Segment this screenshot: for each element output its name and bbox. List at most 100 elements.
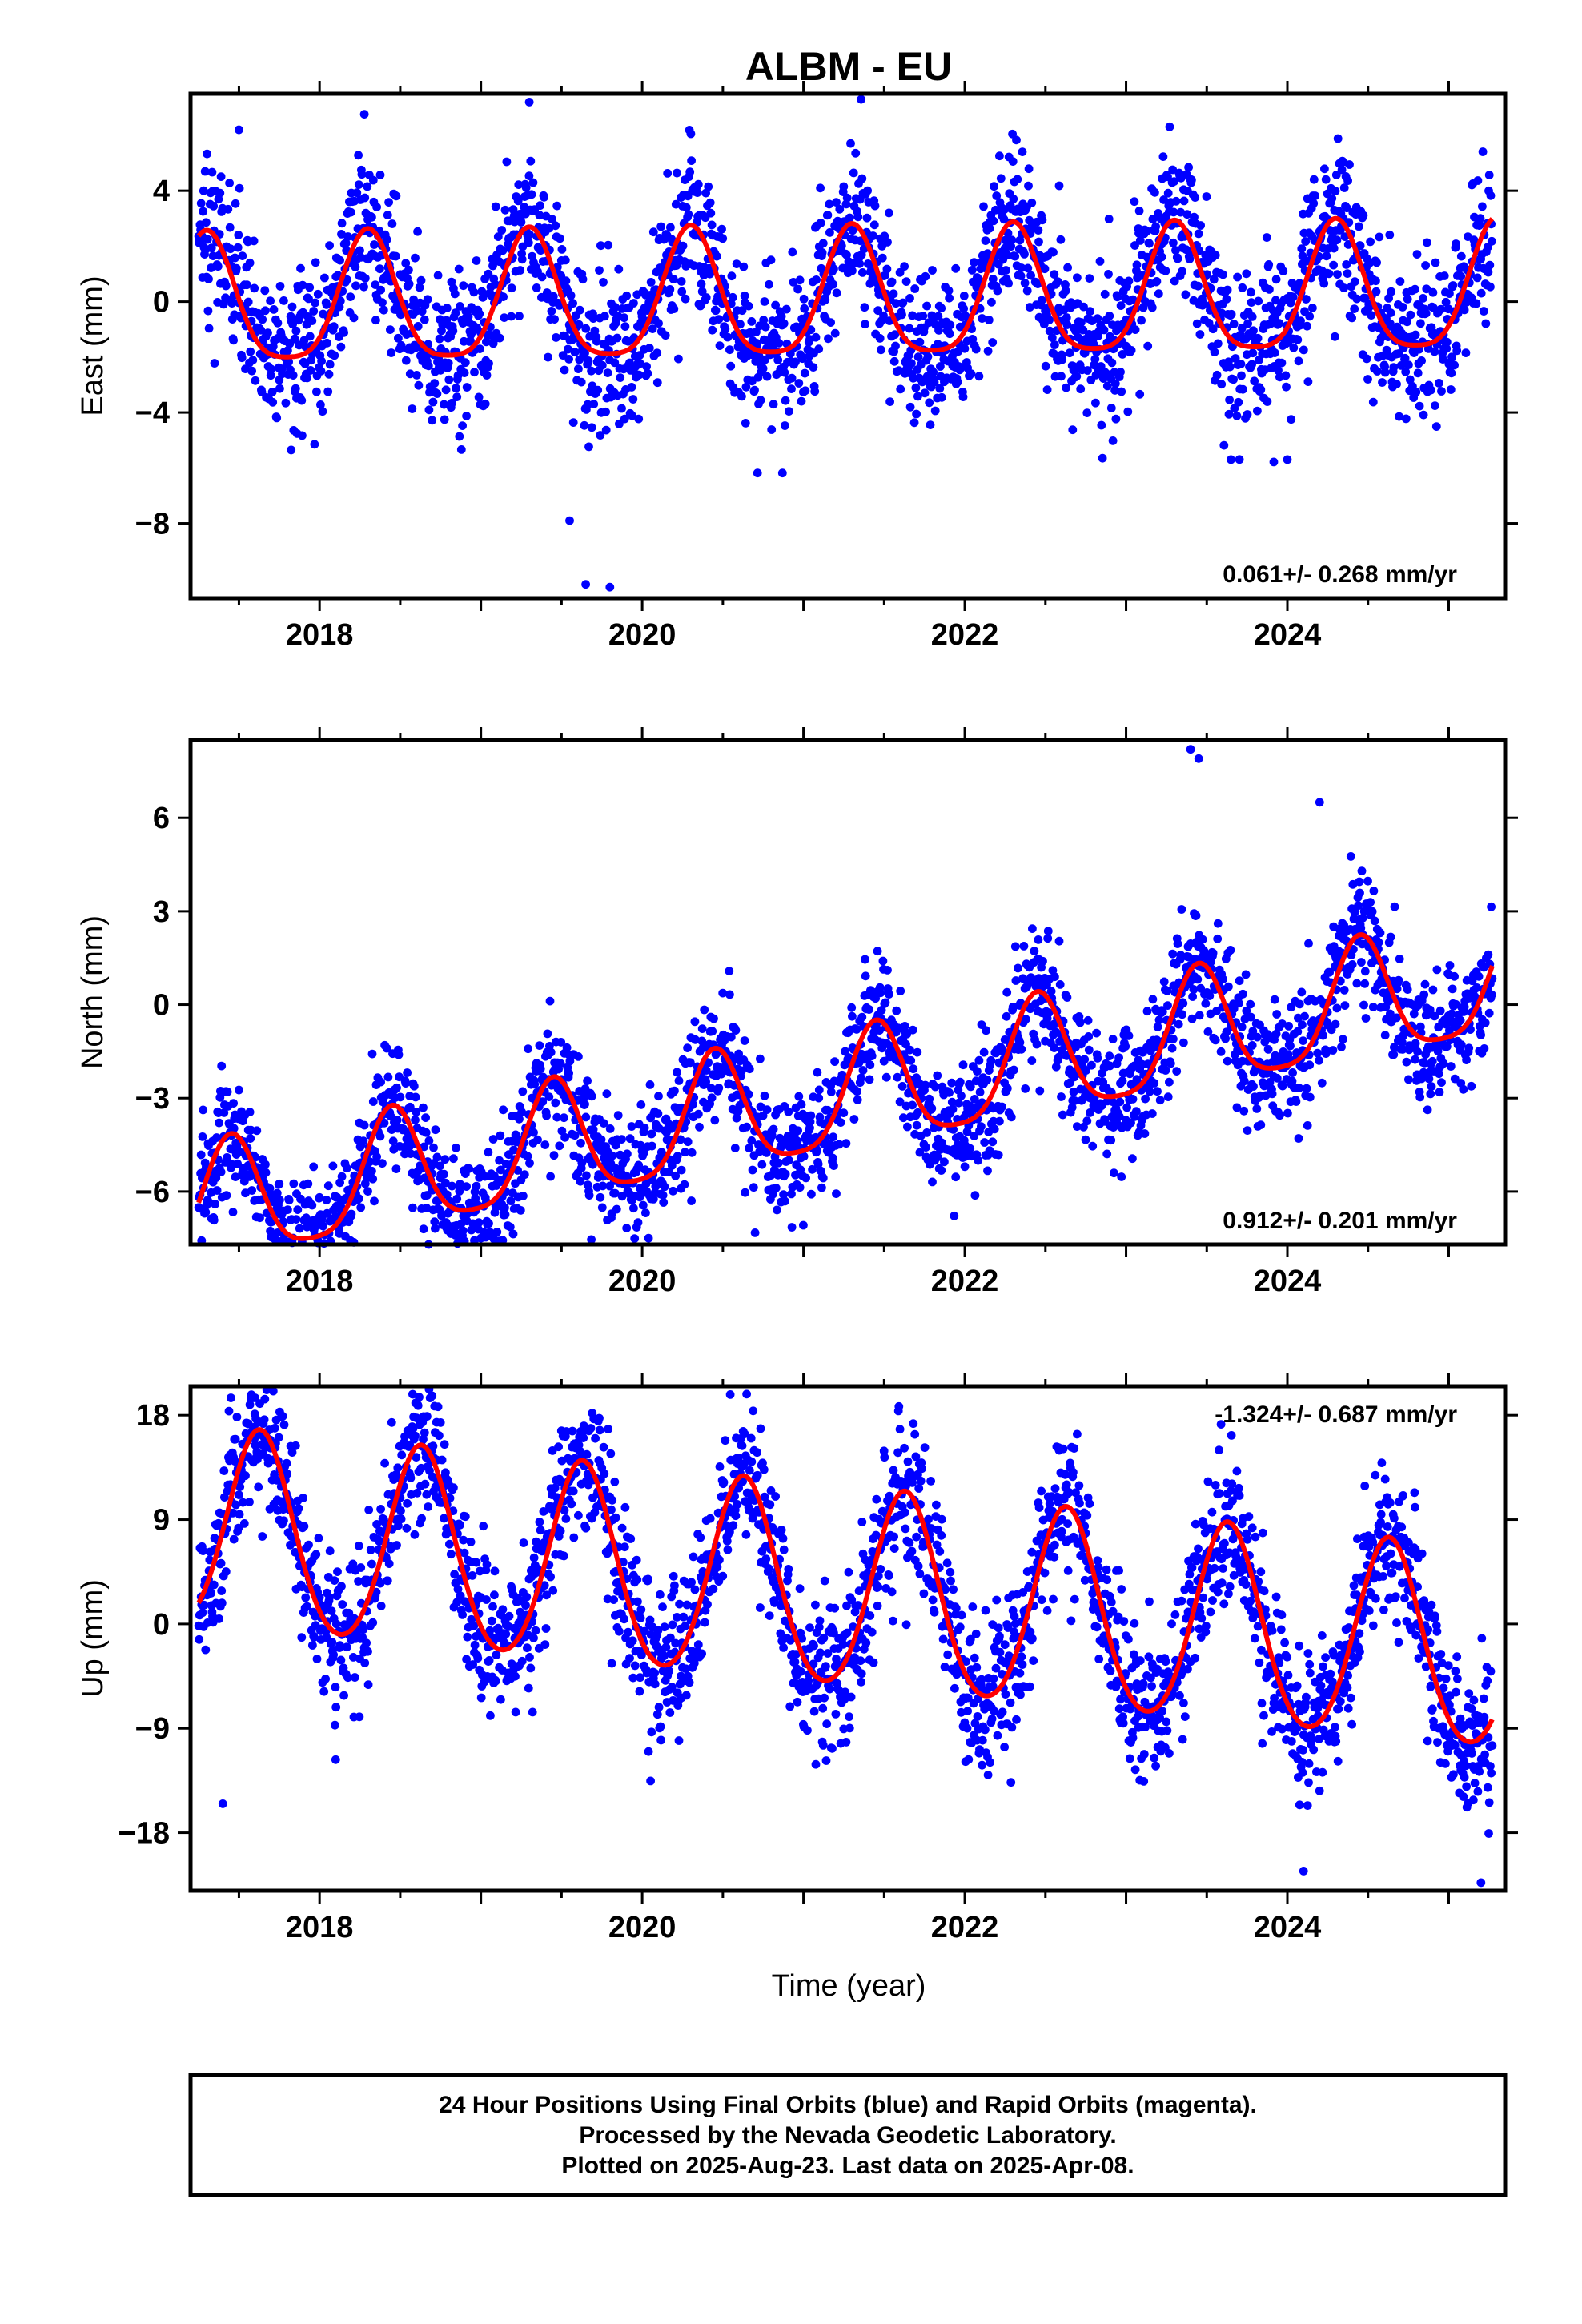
data-point — [1343, 269, 1352, 278]
data-point — [1269, 457, 1279, 467]
data-point — [832, 1189, 841, 1198]
data-point — [905, 402, 915, 412]
data-point — [726, 361, 736, 371]
data-point — [484, 1148, 493, 1157]
data-point — [748, 1165, 757, 1175]
data-point — [1211, 1035, 1220, 1045]
data-point — [1298, 1020, 1307, 1030]
data-point — [1128, 1154, 1137, 1164]
data-point — [273, 318, 283, 328]
data-point — [611, 303, 620, 312]
data-point — [472, 1181, 481, 1191]
data-point — [1419, 410, 1428, 420]
data-point — [421, 1113, 430, 1122]
data-point — [469, 287, 479, 297]
data-point — [923, 352, 933, 361]
data-point — [817, 248, 827, 257]
data-point — [293, 1205, 303, 1214]
data-point — [870, 201, 880, 211]
data-point — [1213, 339, 1223, 348]
data-point — [1343, 176, 1352, 186]
data-point — [1402, 1057, 1411, 1067]
data-point — [933, 340, 942, 348]
data-point — [818, 1173, 828, 1183]
data-point — [519, 1192, 528, 1200]
data-point — [1359, 1000, 1368, 1010]
y-tick-label: −8 — [135, 508, 170, 541]
data-point — [697, 279, 706, 289]
data-point — [508, 1229, 518, 1239]
data-point — [730, 1144, 740, 1152]
data-point — [1191, 911, 1201, 920]
data-point — [794, 379, 804, 388]
data-point — [412, 371, 421, 380]
data-point — [1263, 1045, 1273, 1054]
data-point — [587, 1092, 596, 1101]
data-point — [842, 193, 852, 203]
data-point — [1132, 260, 1142, 270]
data-point — [1173, 254, 1182, 263]
data-point — [564, 355, 573, 364]
data-point — [1132, 1107, 1141, 1116]
data-point — [1235, 976, 1244, 986]
data-point — [1427, 1082, 1436, 1091]
data-point — [549, 1151, 559, 1160]
data-point — [1431, 258, 1440, 267]
data-point — [996, 174, 1006, 183]
data-point — [592, 336, 601, 346]
data-point — [207, 243, 216, 253]
data-point — [378, 1159, 387, 1168]
data-point — [1114, 1053, 1123, 1063]
data-point — [460, 368, 469, 377]
data-point — [1253, 1032, 1262, 1042]
data-point — [634, 414, 644, 424]
data-point — [1411, 388, 1421, 396]
data-point — [310, 440, 319, 449]
data-point — [454, 264, 464, 274]
data-point — [1263, 397, 1272, 406]
data-point — [832, 198, 841, 207]
data-point — [806, 1111, 816, 1120]
data-point — [940, 1157, 949, 1167]
data-point — [384, 198, 393, 207]
data-point — [367, 1166, 376, 1176]
data-point — [873, 306, 883, 316]
data-point — [1428, 985, 1438, 995]
data-point — [1137, 316, 1146, 325]
data-point — [853, 212, 863, 222]
data-point — [513, 196, 523, 206]
data-point — [1081, 1135, 1090, 1144]
data-point — [638, 1200, 648, 1210]
data-point — [1147, 1109, 1157, 1118]
data-point — [550, 315, 559, 324]
data-point — [1371, 276, 1380, 286]
data-point — [207, 167, 217, 177]
data-point — [521, 183, 531, 192]
data-point — [375, 171, 385, 179]
data-point — [731, 1026, 741, 1035]
data-point — [1256, 1120, 1266, 1129]
data-point — [897, 1082, 907, 1091]
data-point — [372, 1152, 381, 1161]
data-point — [275, 282, 285, 291]
data-point — [791, 357, 800, 367]
data-point — [1472, 299, 1481, 308]
data-point — [227, 299, 237, 308]
data-point — [303, 373, 311, 383]
data-point — [447, 277, 456, 287]
data-point — [1247, 312, 1257, 321]
data-point — [648, 227, 658, 237]
data-point — [1254, 296, 1263, 306]
data-point — [318, 407, 327, 416]
data-point — [1004, 279, 1013, 288]
y-tick-label: 4 — [153, 175, 170, 208]
data-point — [945, 293, 954, 303]
data-point — [1105, 312, 1114, 320]
data-point — [580, 1100, 589, 1109]
data-point — [1142, 1007, 1152, 1016]
data-point — [636, 359, 644, 368]
data-point — [684, 210, 693, 219]
data-point — [879, 311, 888, 320]
data-point — [1239, 384, 1247, 394]
data-point — [367, 212, 376, 222]
